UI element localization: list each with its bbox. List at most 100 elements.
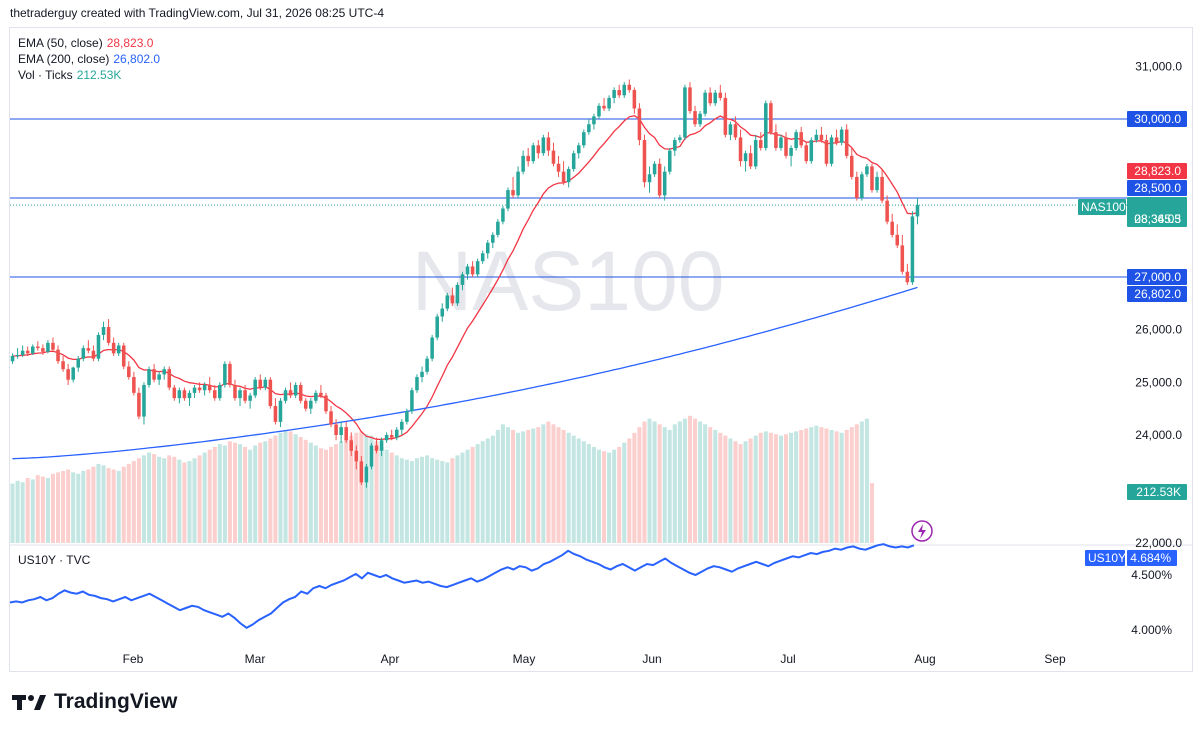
volume-bar xyxy=(556,427,561,543)
volume-bar xyxy=(192,458,197,543)
time-tick-label: Sep xyxy=(1044,652,1066,666)
volume-bar xyxy=(76,473,81,543)
volume-bar xyxy=(839,432,844,543)
volume-bar xyxy=(20,482,25,543)
volume-bar xyxy=(303,439,308,543)
volume-bar xyxy=(30,479,35,543)
us10y-tick-label: 4.500% xyxy=(1131,568,1172,582)
volume-bar xyxy=(566,432,571,543)
price-tick-label: 22,000.0 xyxy=(1135,536,1182,550)
volume-bar xyxy=(61,470,66,543)
volume-bar xyxy=(662,427,667,543)
volume-bar xyxy=(81,470,86,543)
candle-body xyxy=(769,103,773,133)
volume-bar xyxy=(475,444,480,543)
volume-bar xyxy=(667,429,672,543)
candle-body xyxy=(111,342,116,354)
candle-body xyxy=(86,348,91,351)
volume-bar xyxy=(217,444,222,543)
badge-level-28500-text: 28,500.0 xyxy=(1134,181,1181,195)
volume-bar xyxy=(859,421,864,543)
volume-bar xyxy=(596,449,601,543)
candle-body xyxy=(678,137,682,141)
candle-body xyxy=(278,400,283,422)
time-tick-label: Apr xyxy=(381,652,400,666)
lower-pane-title[interactable]: US10Y · TVC xyxy=(18,553,91,567)
volume-bar xyxy=(576,438,581,543)
candle-body xyxy=(683,87,687,138)
volume-bar xyxy=(495,429,500,543)
candle-body xyxy=(172,387,177,399)
candle-body xyxy=(460,274,465,285)
volume-bar xyxy=(435,459,440,543)
volume-bar xyxy=(687,415,692,543)
legend-volume-label: Vol · Ticks xyxy=(18,68,73,82)
badge-level-30000: 30,000.0 xyxy=(1127,111,1187,127)
candle-body xyxy=(829,137,834,164)
badge-volume-text: 212.53K xyxy=(1136,485,1181,499)
volume-bar xyxy=(500,424,505,543)
volume-bar xyxy=(364,434,369,543)
us10y-tick-label: 4.000% xyxy=(1131,623,1172,637)
candle-body xyxy=(708,92,712,104)
volume-bar xyxy=(212,446,217,543)
volume-bar xyxy=(809,427,814,543)
volume-bar xyxy=(571,435,576,543)
legend-ema200[interactable]: EMA (200, close) 26,802.0 xyxy=(18,51,160,67)
candle-body xyxy=(46,342,50,352)
volume-bar xyxy=(794,431,799,543)
volume-bar xyxy=(253,445,258,543)
volume-bar xyxy=(652,421,657,543)
candle-body xyxy=(253,379,257,396)
volume-bar xyxy=(612,449,617,543)
candle-body xyxy=(824,140,829,164)
volume-bar xyxy=(177,459,182,543)
candle-body xyxy=(298,384,303,401)
volume-bar xyxy=(632,432,637,543)
candle-body xyxy=(288,390,293,396)
volume-bar xyxy=(349,435,354,543)
tradingview-branding[interactable]: TradingView xyxy=(12,690,177,714)
candle-body xyxy=(541,137,546,154)
candle-body xyxy=(779,137,783,148)
volume-bar xyxy=(622,442,627,543)
legend-ema50[interactable]: EMA (50, close) 28,823.0 xyxy=(18,35,153,51)
volume-bar xyxy=(748,438,753,543)
candle-body xyxy=(627,84,632,91)
volume-bar xyxy=(258,442,263,543)
candle-body xyxy=(465,266,470,275)
badge-us10y-symbol: US10Y xyxy=(1085,550,1126,566)
time-tick-label: May xyxy=(513,652,536,666)
volume-bar xyxy=(708,427,713,543)
price-tick-label: 31,000.0 xyxy=(1135,59,1182,73)
volume-bar xyxy=(869,483,874,543)
candle-body xyxy=(121,345,126,367)
candle-body xyxy=(132,377,136,393)
volume-bar xyxy=(91,466,96,543)
volume-bar xyxy=(804,428,809,543)
badge-us10y-symbol-text: US10Y xyxy=(1088,551,1126,565)
candle-body xyxy=(268,379,273,407)
legend-ema50-value: 28,823.0 xyxy=(106,36,154,50)
legend-volume[interactable]: Vol · Ticks 212.53K xyxy=(18,67,121,83)
candle-body xyxy=(743,153,748,162)
candle-body xyxy=(10,356,15,362)
candle-body xyxy=(91,350,96,359)
candle-body xyxy=(379,440,384,451)
badge-us10y-last-text: 4.684% xyxy=(1130,551,1171,565)
candle-body xyxy=(319,392,323,396)
candle-body xyxy=(349,440,354,451)
volume-bar xyxy=(40,476,45,543)
volume-bar xyxy=(404,459,409,543)
volume-bar xyxy=(789,432,794,543)
volume-bar xyxy=(222,445,227,543)
time-tick-label: Jun xyxy=(642,652,661,666)
volume-bar xyxy=(359,431,364,543)
volume-bar xyxy=(96,463,101,543)
candle-body xyxy=(546,137,551,151)
candle-body xyxy=(293,384,298,396)
candle-body xyxy=(657,163,662,196)
candle-body xyxy=(101,327,106,335)
chart-credit: thetraderguy created with TradingView.co… xyxy=(10,6,384,20)
